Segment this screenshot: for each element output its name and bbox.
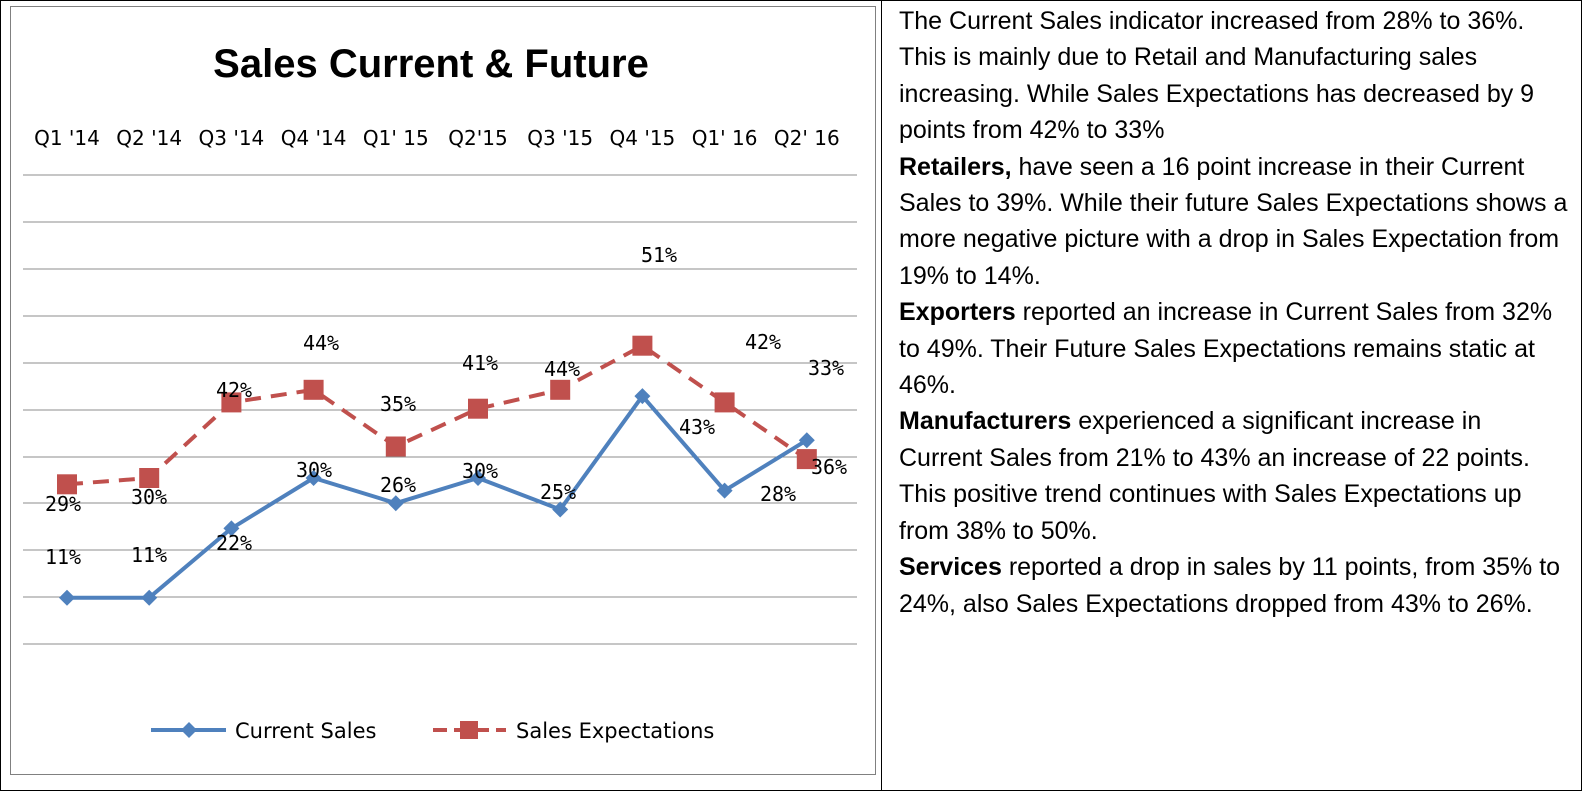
x-tick-label: Q4 '14 [281, 126, 347, 150]
data-label: 44% [303, 331, 339, 355]
commentary-section-exporters: Exporters reported an increase in Curren… [899, 294, 1569, 403]
data-point-sales-expectations [221, 392, 242, 413]
data-label: 36% [811, 455, 847, 479]
x-tick-label: Q2'15 [448, 126, 507, 150]
data-point-current-sales [470, 470, 486, 486]
data-label: 33% [808, 356, 844, 380]
x-tick-label: Q3 '15 [527, 126, 593, 150]
section-text: have seen a 16 point increase in their C… [899, 152, 1568, 290]
legend-label-current-sales: Current Sales [235, 719, 376, 743]
data-label: 30% [131, 485, 167, 509]
legend-item-current-sales: Current Sales [151, 719, 376, 743]
section-text: reported an increase in Current Sales fr… [899, 298, 1553, 400]
section-text: reported a drop in sales by 11 points, f… [899, 553, 1561, 618]
commentary-intro: The Current Sales indicator increased fr… [899, 7, 1535, 145]
gridlines [23, 174, 857, 645]
data-label: 43% [679, 415, 715, 439]
data-point-current-sales [798, 432, 815, 449]
data-point-current-sales [59, 589, 75, 606]
data-label: 51% [641, 243, 677, 267]
legend-marker-diamond [181, 722, 197, 738]
x-tick-label: Q1' 15 [363, 126, 429, 150]
data-point-sales-expectations [57, 474, 77, 495]
data-label: 11% [45, 545, 81, 569]
commentary-panel: The Current Sales indicator increased fr… [899, 3, 1569, 788]
section-text: experienced a significant increase in Cu… [899, 407, 1530, 545]
commentary-section-retailers: Retailers, have seen a 16 point increase… [899, 149, 1569, 295]
data-point-sales-expectations [632, 335, 653, 356]
data-point-sales-expectations [139, 468, 160, 488]
series-line-sales-expectations [66, 343, 808, 487]
series-line-current-sales [67, 394, 808, 600]
chart-area: Sales Current & Future Q1 '14 Q2 '14 Q3 '1… [10, 6, 876, 775]
data-label: 30% [462, 459, 498, 483]
data-point-sales-expectations [303, 379, 324, 400]
series-markers [57, 335, 817, 606]
legend-item-sales-expectations: Sales Expectations [433, 719, 714, 743]
data-point-current-sales [634, 388, 651, 405]
data-label: 30% [296, 458, 332, 482]
data-point-current-sales [387, 495, 404, 512]
data-point-sales-expectations [550, 379, 571, 400]
data-point-sales-expectations [468, 398, 488, 419]
panel-divider [881, 1, 882, 790]
data-labels: 11% 11% 22% 30% 26% 30% 25% 43% 28% 36% 29% 30% 42% 4… [45, 243, 847, 569]
section-heading: Retailers, [899, 152, 1012, 181]
data-point-current-sales [141, 589, 158, 606]
legend-label-sales-expectations: Sales Expectations [516, 719, 714, 743]
data-label: 35% [380, 392, 416, 416]
section-heading: Manufacturers [899, 407, 1072, 436]
series-lines [66, 343, 808, 600]
chart-title: Sales Current & Future [213, 42, 649, 86]
data-label: 11% [131, 543, 167, 567]
data-point-current-sales [552, 501, 569, 518]
x-tick-label: Q2 '14 [116, 126, 182, 150]
data-point-sales-expectations [714, 392, 735, 413]
data-label: 42% [745, 330, 781, 354]
data-label: 44% [544, 357, 580, 381]
x-tick-label: Q3 '14 [199, 126, 265, 150]
data-label: 26% [380, 473, 416, 497]
commentary-section-services: Services reported a drop in sales by 11 … [899, 549, 1569, 622]
line-chart: Sales Current & Future Q1 '14 Q2 '14 Q3 '1… [23, 42, 857, 743]
data-point-current-sales [716, 482, 733, 499]
x-tick-label: Q4 '15 [610, 126, 676, 150]
data-label: 28% [760, 482, 796, 506]
data-point-current-sales [305, 470, 322, 486]
data-point-current-sales [223, 520, 240, 537]
x-tick-label: Q1 '14 [34, 126, 100, 150]
data-label: 42% [216, 378, 252, 402]
commentary-section-manufacturers: Manufacturers experienced a significant … [899, 403, 1569, 549]
data-label: 41% [462, 351, 498, 375]
legend: Current Sales Sales Expectations [151, 719, 714, 743]
x-tick-label: Q2' 16 [774, 126, 840, 150]
data-label: 29% [45, 492, 81, 516]
x-axis-tick-labels: Q1 '14 Q2 '14 Q3 '14 Q4 '14 Q1' 15 Q2'15 Q3 '1… [34, 126, 840, 150]
section-heading: Services [899, 553, 1002, 582]
data-label: 22% [216, 531, 252, 555]
data-point-sales-expectations [385, 436, 406, 457]
data-label: 25% [540, 480, 576, 504]
data-point-sales-expectations [796, 449, 817, 470]
x-tick-label: Q1' 16 [692, 126, 758, 150]
chart-panel: Sales Current & Future Q1 '14 Q2 '14 Q3 '1… [2, 2, 881, 789]
legend-marker-square [460, 721, 478, 739]
section-heading: Exporters [899, 298, 1016, 327]
